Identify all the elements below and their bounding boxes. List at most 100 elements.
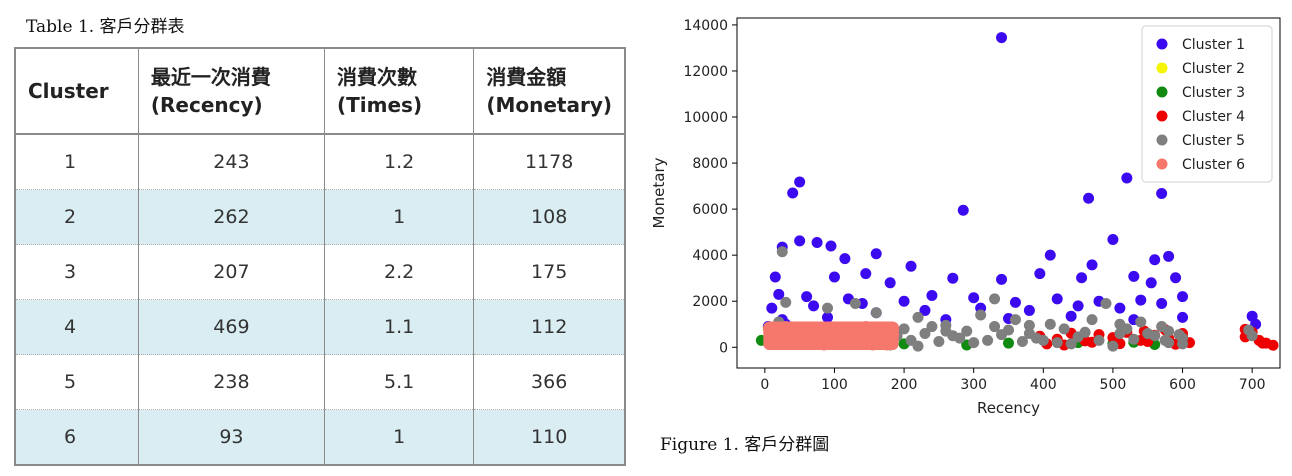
data-point bbox=[766, 302, 778, 314]
data-point bbox=[1243, 324, 1255, 336]
data-point bbox=[1121, 172, 1133, 184]
data-point bbox=[780, 296, 792, 308]
data-point bbox=[1065, 338, 1077, 350]
x-tick-label: 200 bbox=[891, 377, 918, 393]
cell-monetary: 175 bbox=[473, 244, 625, 300]
table-row: 3 207 2.2 175 bbox=[15, 244, 625, 300]
y-tick-label: 2000 bbox=[692, 294, 728, 310]
header-times: 消費次數 (Times) bbox=[324, 48, 475, 135]
cell-monetary: 110 bbox=[473, 409, 625, 465]
header-times-line1: 消費次數 bbox=[337, 65, 417, 89]
x-tick-label: 500 bbox=[1100, 377, 1127, 393]
data-point bbox=[1086, 259, 1098, 271]
data-point bbox=[968, 337, 980, 349]
data-point bbox=[1079, 326, 1091, 338]
header-cluster: Cluster bbox=[15, 48, 139, 135]
data-point bbox=[898, 323, 910, 335]
data-point bbox=[1170, 272, 1182, 284]
data-point bbox=[1149, 254, 1161, 266]
legend-box bbox=[1141, 25, 1273, 183]
data-point bbox=[912, 340, 924, 352]
data-point bbox=[773, 288, 785, 300]
data-point bbox=[905, 260, 917, 272]
cell-recency: 243 bbox=[138, 134, 326, 190]
x-tick-label: 600 bbox=[1169, 377, 1196, 393]
data-point bbox=[1058, 323, 1070, 335]
data-point bbox=[1177, 338, 1189, 350]
data-point bbox=[1016, 336, 1028, 348]
data-point bbox=[1076, 272, 1088, 284]
table-header-row: Cluster 最近一次消費 (Recency) 消費次數 (Times) 消費… bbox=[15, 48, 625, 135]
table-caption: Table 1. 客戶分群表 bbox=[26, 17, 185, 37]
data-point bbox=[801, 291, 813, 303]
data-point bbox=[1093, 334, 1105, 346]
cell-recency: 93 bbox=[138, 409, 326, 465]
header-monetary-line2: (Monetary) bbox=[486, 93, 612, 117]
data-point bbox=[968, 292, 980, 304]
data-point bbox=[1159, 334, 1171, 346]
data-point bbox=[1156, 321, 1168, 333]
data-point bbox=[1051, 337, 1063, 349]
data-point bbox=[919, 304, 931, 316]
data-point bbox=[794, 176, 806, 188]
cell-monetary: 112 bbox=[473, 299, 625, 355]
data-point bbox=[1023, 304, 1035, 316]
data-point bbox=[870, 307, 882, 319]
cell-cluster: 3 bbox=[15, 244, 139, 300]
data-point bbox=[1177, 291, 1189, 303]
data-point bbox=[787, 187, 799, 199]
cell-times: 1 bbox=[324, 189, 475, 245]
header-monetary: 消費金額 (Monetary) bbox=[473, 48, 625, 135]
cell-monetary: 366 bbox=[473, 354, 625, 410]
data-point bbox=[898, 295, 910, 307]
data-point bbox=[1156, 187, 1168, 199]
data-point bbox=[1142, 327, 1154, 339]
data-point bbox=[926, 321, 938, 333]
data-point bbox=[884, 277, 896, 289]
legend-marker bbox=[1156, 134, 1168, 146]
table-row: 2 262 1 108 bbox=[15, 189, 625, 245]
data-point bbox=[1121, 323, 1133, 335]
header-cluster-line1: Cluster bbox=[28, 79, 109, 103]
data-point bbox=[1065, 310, 1077, 322]
x-tick-label: 300 bbox=[960, 377, 987, 393]
data-point bbox=[919, 327, 931, 339]
data-point bbox=[940, 325, 952, 337]
cell-times: 2.2 bbox=[324, 244, 475, 300]
data-point bbox=[1051, 293, 1063, 305]
data-point bbox=[822, 302, 833, 314]
cell-times: 1.1 bbox=[324, 299, 475, 355]
cell-recency: 207 bbox=[138, 244, 326, 300]
x-tick-label: 700 bbox=[1239, 377, 1266, 393]
data-point bbox=[1003, 324, 1014, 336]
x-tick-label: 100 bbox=[821, 377, 848, 393]
legend-label: Cluster 3 bbox=[1182, 85, 1245, 101]
data-point bbox=[1009, 314, 1021, 326]
data-point bbox=[822, 311, 833, 323]
data-point bbox=[1267, 339, 1279, 351]
data-point bbox=[1107, 234, 1119, 246]
data-point bbox=[957, 204, 969, 216]
data-point bbox=[1044, 318, 1056, 330]
cell-times: 1.2 bbox=[324, 134, 475, 190]
plot-frame bbox=[736, 17, 1281, 369]
y-tick-label: 12000 bbox=[683, 64, 728, 80]
data-point bbox=[811, 237, 823, 249]
data-point bbox=[870, 248, 882, 260]
data-point bbox=[954, 332, 966, 344]
data-point bbox=[1044, 249, 1056, 261]
y-tick-label: 10000 bbox=[683, 110, 728, 126]
cell-times: 1 bbox=[324, 409, 475, 465]
data-point bbox=[828, 271, 840, 283]
cell-recency: 469 bbox=[138, 299, 326, 355]
data-point bbox=[1135, 294, 1147, 306]
legend-marker bbox=[1156, 158, 1168, 170]
cluster-6-mass bbox=[763, 321, 899, 350]
cell-cluster: 1 bbox=[15, 134, 139, 190]
data-point bbox=[975, 309, 987, 321]
data-point bbox=[1023, 319, 1035, 331]
data-point bbox=[1003, 337, 1014, 349]
y-tick-label: 4000 bbox=[692, 248, 728, 264]
data-point bbox=[1128, 270, 1140, 282]
x-axis-label: Recency bbox=[977, 399, 1040, 417]
